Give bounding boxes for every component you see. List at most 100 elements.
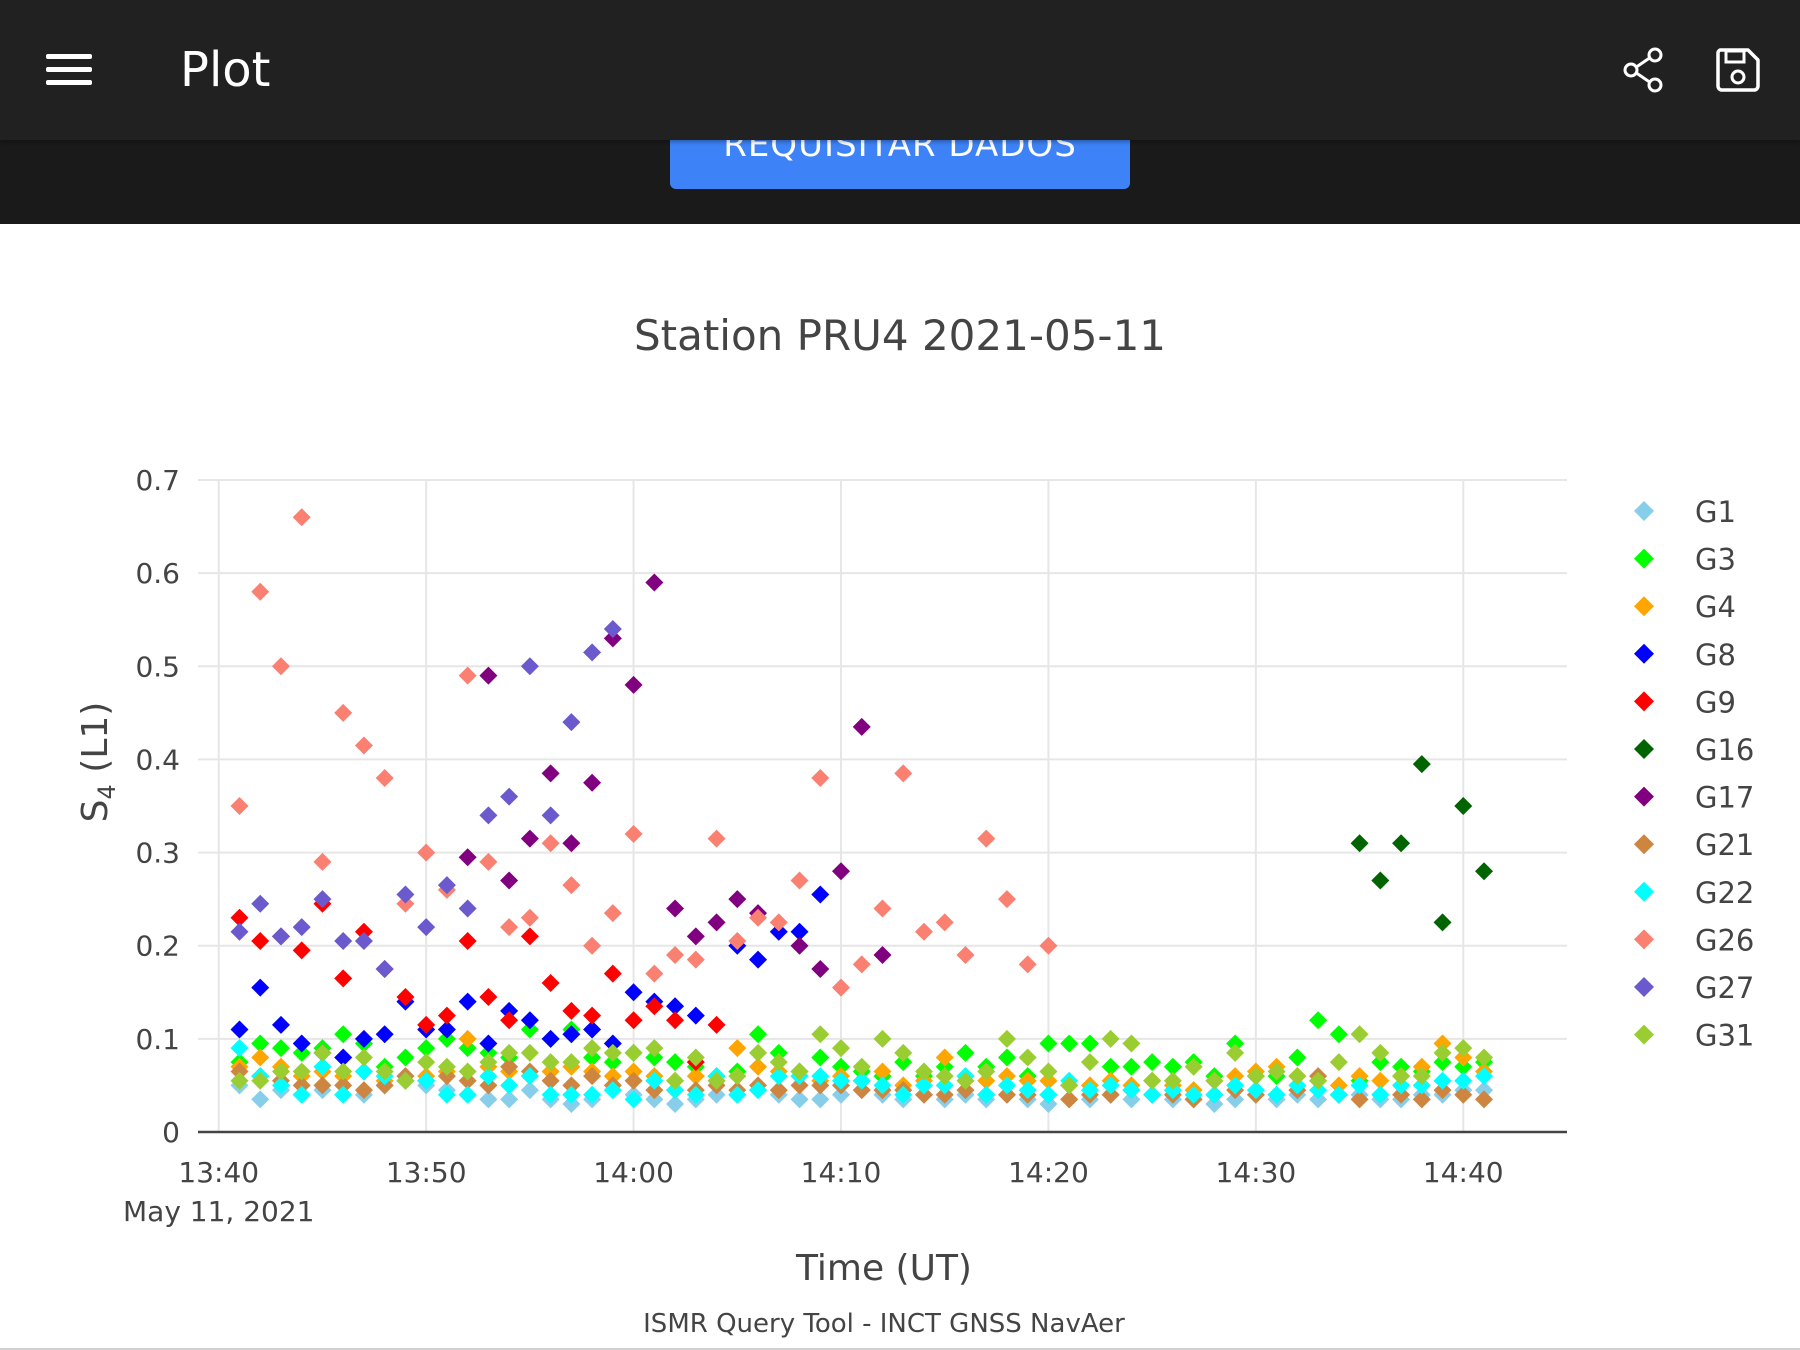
data-point [914, 1076, 933, 1095]
data-point [1060, 1034, 1079, 1053]
data-point [354, 932, 373, 951]
legend-label: G16 [1695, 733, 1754, 767]
legend-marker [1634, 596, 1654, 617]
data-point [666, 1095, 685, 1114]
data-point [645, 1081, 664, 1100]
data-point [541, 1029, 560, 1048]
data-point [396, 885, 415, 904]
y-axis-title-suffix: (L1) [75, 702, 116, 785]
series-g26 [230, 508, 1058, 997]
data-point [437, 876, 456, 895]
y-tick-label: 0.5 [135, 650, 180, 683]
data-point [1309, 1071, 1328, 1090]
series-g8 [230, 885, 830, 1067]
data-point [977, 1085, 996, 1104]
data-point [997, 1076, 1016, 1095]
data-point [375, 769, 394, 788]
data-point [1226, 1034, 1245, 1053]
data-point [583, 1006, 602, 1025]
data-point [645, 1048, 664, 1067]
data-point [417, 1015, 436, 1034]
data-point [583, 1039, 602, 1058]
legend-item: G31 [1634, 1019, 1754, 1053]
data-point [728, 932, 747, 951]
data-point [437, 1085, 456, 1104]
x-tick-label: 14:10 [801, 1156, 882, 1189]
data-point [1060, 1076, 1079, 1095]
menu-icon[interactable] [44, 50, 96, 90]
data-point [997, 890, 1016, 909]
data-point [1226, 1076, 1245, 1095]
data-point [1475, 1081, 1494, 1100]
data-point [583, 1020, 602, 1039]
data-point [1433, 1071, 1452, 1090]
bottom-divider [0, 1348, 1800, 1350]
legend-item: G1 [1634, 495, 1736, 529]
data-point [583, 936, 602, 955]
data-point [894, 764, 913, 783]
data-point [500, 918, 519, 937]
data-point [728, 1067, 747, 1086]
data-point [541, 973, 560, 992]
data-point [313, 1043, 332, 1062]
data-point [458, 848, 477, 867]
data-point [873, 946, 892, 965]
data-point [707, 1071, 726, 1090]
data-point [479, 1076, 498, 1095]
legend-item: G4 [1634, 590, 1736, 624]
data-point [354, 922, 373, 941]
data-point [1371, 1053, 1390, 1072]
data-point [894, 1085, 913, 1104]
data-point [749, 1057, 768, 1076]
y-tick-label: 0.3 [135, 837, 180, 870]
share-icon[interactable] [1620, 46, 1668, 94]
data-point [914, 1062, 933, 1081]
x-tick-label: 13:50 [386, 1156, 467, 1189]
data-point [603, 629, 622, 648]
data-point [894, 1043, 913, 1062]
data-point [1163, 1081, 1182, 1100]
data-point [666, 1081, 685, 1100]
legend-label: G22 [1695, 876, 1754, 910]
data-point [707, 829, 726, 848]
data-point [1454, 1085, 1473, 1104]
data-point [832, 1039, 851, 1058]
y-tick-label: 0.6 [135, 557, 180, 590]
data-point [790, 936, 809, 955]
data-point [1475, 1048, 1494, 1067]
x-tick-date-label: May 11, 2021 [123, 1195, 314, 1228]
data-point [1184, 1085, 1203, 1104]
x-tick-label: 13:40 [178, 1156, 259, 1189]
save-icon[interactable] [1714, 46, 1762, 94]
legend-label: G4 [1695, 590, 1736, 624]
data-point [832, 1071, 851, 1090]
data-point [1060, 1090, 1079, 1109]
data-point [1080, 1053, 1099, 1072]
legend-marker [1634, 1024, 1654, 1045]
data-point [1267, 1085, 1286, 1104]
data-point [1392, 1067, 1411, 1086]
data-point [417, 843, 436, 862]
data-point [251, 1048, 270, 1067]
data-point [1475, 1090, 1494, 1109]
data-point [562, 1053, 581, 1072]
data-point [852, 1057, 871, 1076]
data-point [230, 1062, 249, 1081]
legend-marker [1634, 691, 1654, 712]
data-point [292, 1062, 311, 1081]
data-point [811, 1025, 830, 1044]
data-point [852, 1071, 871, 1090]
data-point [624, 1011, 643, 1030]
data-point [666, 1053, 685, 1072]
chart-title: Station PRU4 2021-05-11 [634, 311, 1166, 360]
legend-label: G1 [1695, 495, 1736, 529]
data-point [251, 894, 270, 913]
data-point [666, 1071, 685, 1090]
data-point [520, 1020, 539, 1039]
data-point [437, 1029, 456, 1048]
data-point [645, 1071, 664, 1090]
legend-item: G8 [1634, 638, 1736, 672]
data-point [396, 1071, 415, 1090]
data-point [292, 1085, 311, 1104]
data-point [790, 1090, 809, 1109]
